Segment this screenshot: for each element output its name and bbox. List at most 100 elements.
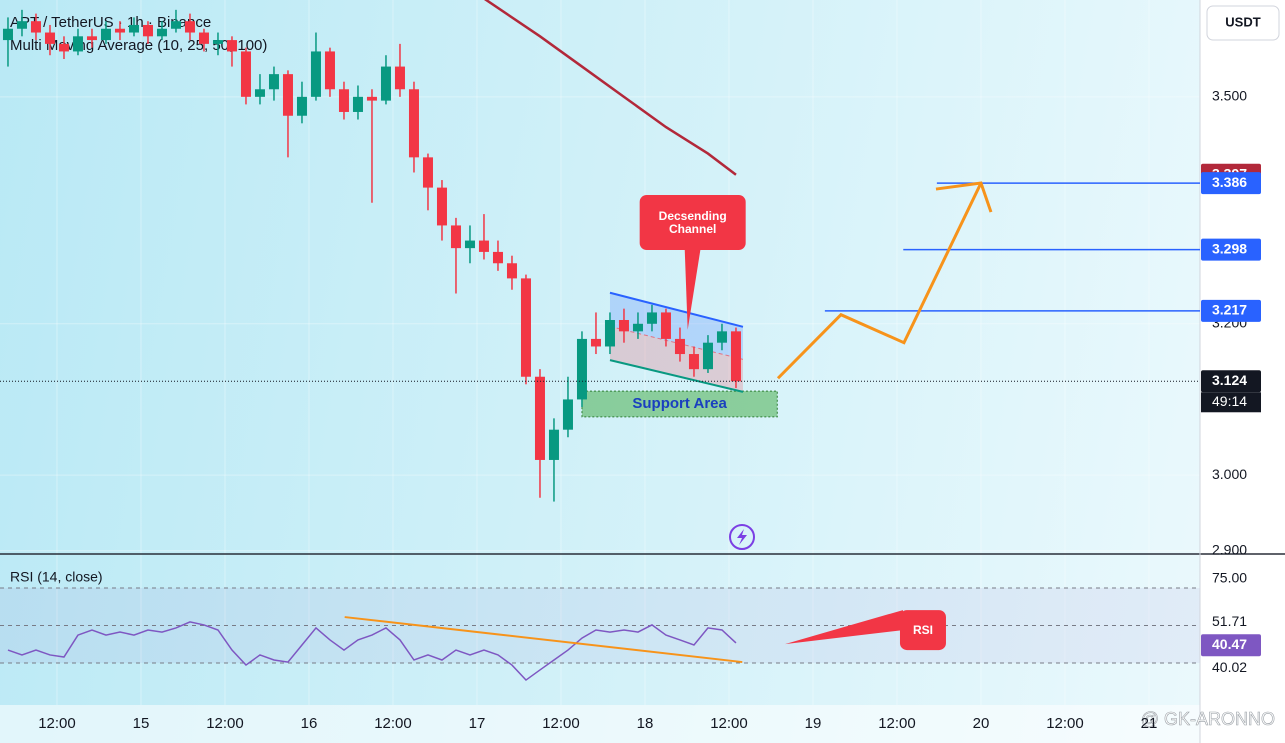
candle-body [156,28,167,37]
candle-body [170,21,181,29]
callout: Decsending Channel [658,208,727,236]
rsi-label: 51.71 [1212,613,1247,629]
candle-body [436,187,447,226]
candle-body [646,312,657,324]
candle-body [478,240,489,252]
candle-body [72,36,83,52]
candle-body [226,40,237,52]
candle-body [688,354,699,370]
candle-body [86,36,97,41]
x-tick-label: 12:00 [710,715,748,732]
candle-body [716,331,727,343]
candle-body [492,251,503,264]
x-tick-label: 18 [637,715,654,732]
candle-body [730,331,741,382]
x-tick-label: 21 [1141,715,1158,732]
y-tick-label: 3.000 [1212,466,1247,482]
candle-body [198,32,209,44]
time-axis-bg [0,705,1200,743]
candle-body [394,66,405,90]
callout-pointer [784,610,903,645]
support-label: Support Area [632,395,727,412]
currency-button[interactable] [1206,5,1280,41]
candle-body [324,51,335,90]
candle-body [100,28,111,41]
callout-text: Decsending Channel [658,208,727,236]
countdown-box [1201,392,1261,413]
candle-body [548,429,559,460]
x-tick-label: 15 [133,715,150,732]
candle-body [142,24,153,37]
x-tick-label: 12:00 [1046,715,1084,732]
rsi-trend [344,616,743,664]
y-tick-label: 3.500 [1212,88,1247,104]
candle-body [408,89,419,158]
candle-body [114,28,125,33]
candle-body [660,312,671,339]
candle-body [2,28,13,41]
candle-body [464,240,475,249]
candle-body [618,319,629,332]
price-label: 3.124 [1212,372,1247,388]
candle-body [576,338,587,400]
x-tick-label: 12:00 [374,715,412,732]
candle-body [268,74,279,90]
candle-body [254,89,265,97]
candle-body [366,96,377,101]
x-tick-label: 12:00 [542,715,580,732]
rsi-line [7,621,737,682]
x-tick-label: 12:00 [206,715,244,732]
price-label-box [1201,370,1261,393]
x-tick-label: 16 [301,715,318,732]
candle-body [604,319,615,347]
price-label: 3.298 [1212,240,1247,256]
candle-body [506,263,517,279]
candle-body [352,96,363,112]
channel-mid [609,325,744,360]
candle-body [184,21,195,33]
flash-glyph [737,529,747,545]
candle-body [30,21,41,33]
candle-body [702,342,713,370]
x-tick-label: 19 [805,715,822,732]
callout-box [639,195,746,250]
currency: USDT [1225,14,1260,29]
candle-body [240,51,251,97]
x-tick-label: 17 [469,715,486,732]
flash-icon[interactable] [729,524,755,550]
rsi-label: 40.02 [1212,659,1247,675]
callout-text: RSI [912,622,933,637]
x-tick-label: 20 [973,715,990,732]
candle-body [44,32,55,44]
candle-body [212,40,223,44]
rsi-tick-label: 75.00 [1212,569,1247,585]
x-tick-label: 12:00 [38,715,76,732]
projection-head [935,181,993,213]
candle-body [450,225,461,249]
rsi-label-box [1201,611,1261,634]
channel-lower-fill [609,326,743,392]
y-tick-label: 2.900 [1212,541,1247,557]
callout-box [899,610,946,651]
rsi-title: RSI (14, close) [10,569,103,585]
price-label-box [1201,172,1261,195]
candle-body [282,74,293,116]
rsi-label-box [1201,657,1261,680]
channel-upper [609,291,744,328]
candle-body [520,278,531,377]
candle-body [296,96,307,116]
candle-body [562,399,573,430]
moving-average [483,0,737,176]
candle-body [128,24,139,33]
price-label-box [1201,634,1261,657]
candle-body [632,323,643,332]
price-label: 40.47 [1212,636,1247,652]
callout: RSI [912,622,933,637]
projection [776,182,983,380]
candle-body [380,66,391,101]
channel-lower [609,359,744,393]
x-tick-label: 12:00 [878,715,916,732]
price-label-box [1201,238,1261,261]
candle-body [534,376,545,460]
